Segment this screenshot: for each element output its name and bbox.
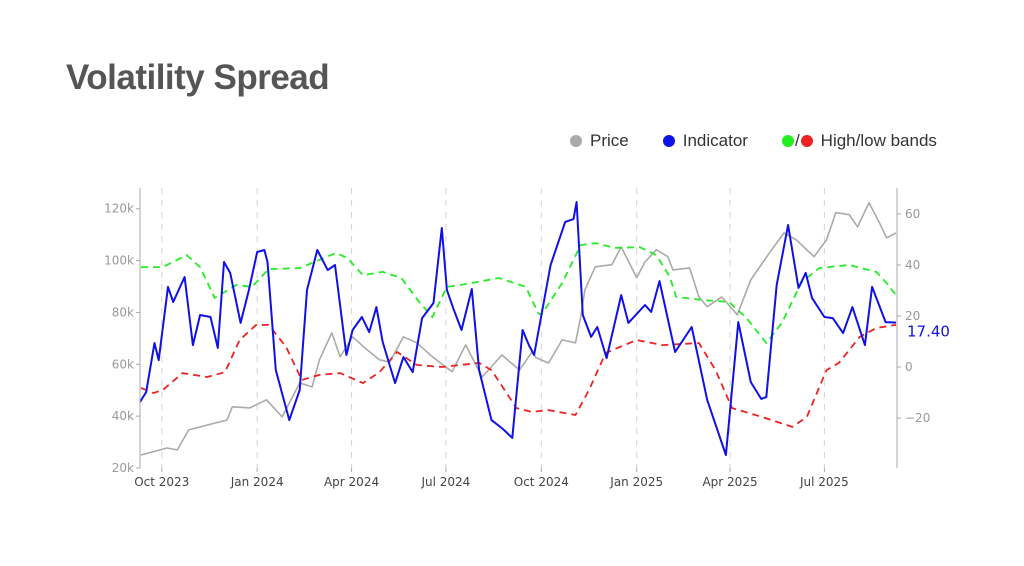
indicator-dot-icon — [662, 135, 675, 147]
price-dot-icon — [570, 135, 582, 147]
y-left-tick-label: 120k — [104, 202, 134, 216]
x-tick-label: Oct 2023 — [134, 475, 189, 489]
y-right-tick-label: −20 — [905, 411, 930, 425]
legend-separator: / — [794, 131, 800, 150]
x-tick-label: Oct 2024 — [514, 475, 569, 489]
high-band-dot-icon — [781, 135, 794, 147]
series-layer — [139, 201, 897, 456]
y-left-tick-label: 20k — [112, 461, 134, 475]
series-low-band — [140, 323, 897, 428]
last-value-label: 17.40 — [907, 323, 950, 341]
legend-item-bands[interactable]: / High/low bands — [781, 131, 937, 151]
chart-title: Volatility Spread — [66, 58, 330, 97]
y-right-tick-label: 20 — [905, 309, 920, 323]
y-right-tick-label: 60 — [905, 207, 920, 221]
grid — [161, 188, 825, 468]
x-tick-label: Apr 2024 — [324, 475, 379, 489]
x-tick-label: Jul 2025 — [799, 475, 849, 489]
x-tick-label: Jul 2024 — [420, 475, 470, 489]
y-left-tick-label: 60k — [112, 357, 134, 371]
y-left-tick-label: 80k — [112, 305, 134, 319]
legend-label-indicator: Indicator — [682, 131, 748, 150]
legend-label-bands: High/low bands — [820, 131, 937, 150]
legend-item-indicator[interactable]: Indicator — [662, 131, 748, 151]
legend-item-price[interactable]: Price — [570, 131, 629, 151]
y-right-tick-label: 40 — [905, 258, 920, 272]
x-tick-label: Apr 2025 — [702, 475, 757, 489]
series-indicator — [139, 201, 897, 456]
low-band-dot-icon — [800, 135, 813, 147]
x-tick-label: Jan 2024 — [230, 475, 284, 489]
series-price — [140, 202, 897, 456]
legend-label-price: Price — [590, 131, 629, 150]
y-left-tick-label: 100k — [104, 254, 134, 268]
axes: Oct 2023 Jan 2024 Apr 2024 Jul 2024 Oct 2024… — [104, 188, 950, 489]
series-high-band — [141, 242, 897, 344]
y-right-tick-label: 0 — [905, 360, 913, 374]
y-left-tick-label: 40k — [112, 409, 134, 423]
x-tick-label: Jan 2025 — [609, 475, 663, 489]
legend: Price Indicator / High/low bands — [570, 131, 937, 151]
